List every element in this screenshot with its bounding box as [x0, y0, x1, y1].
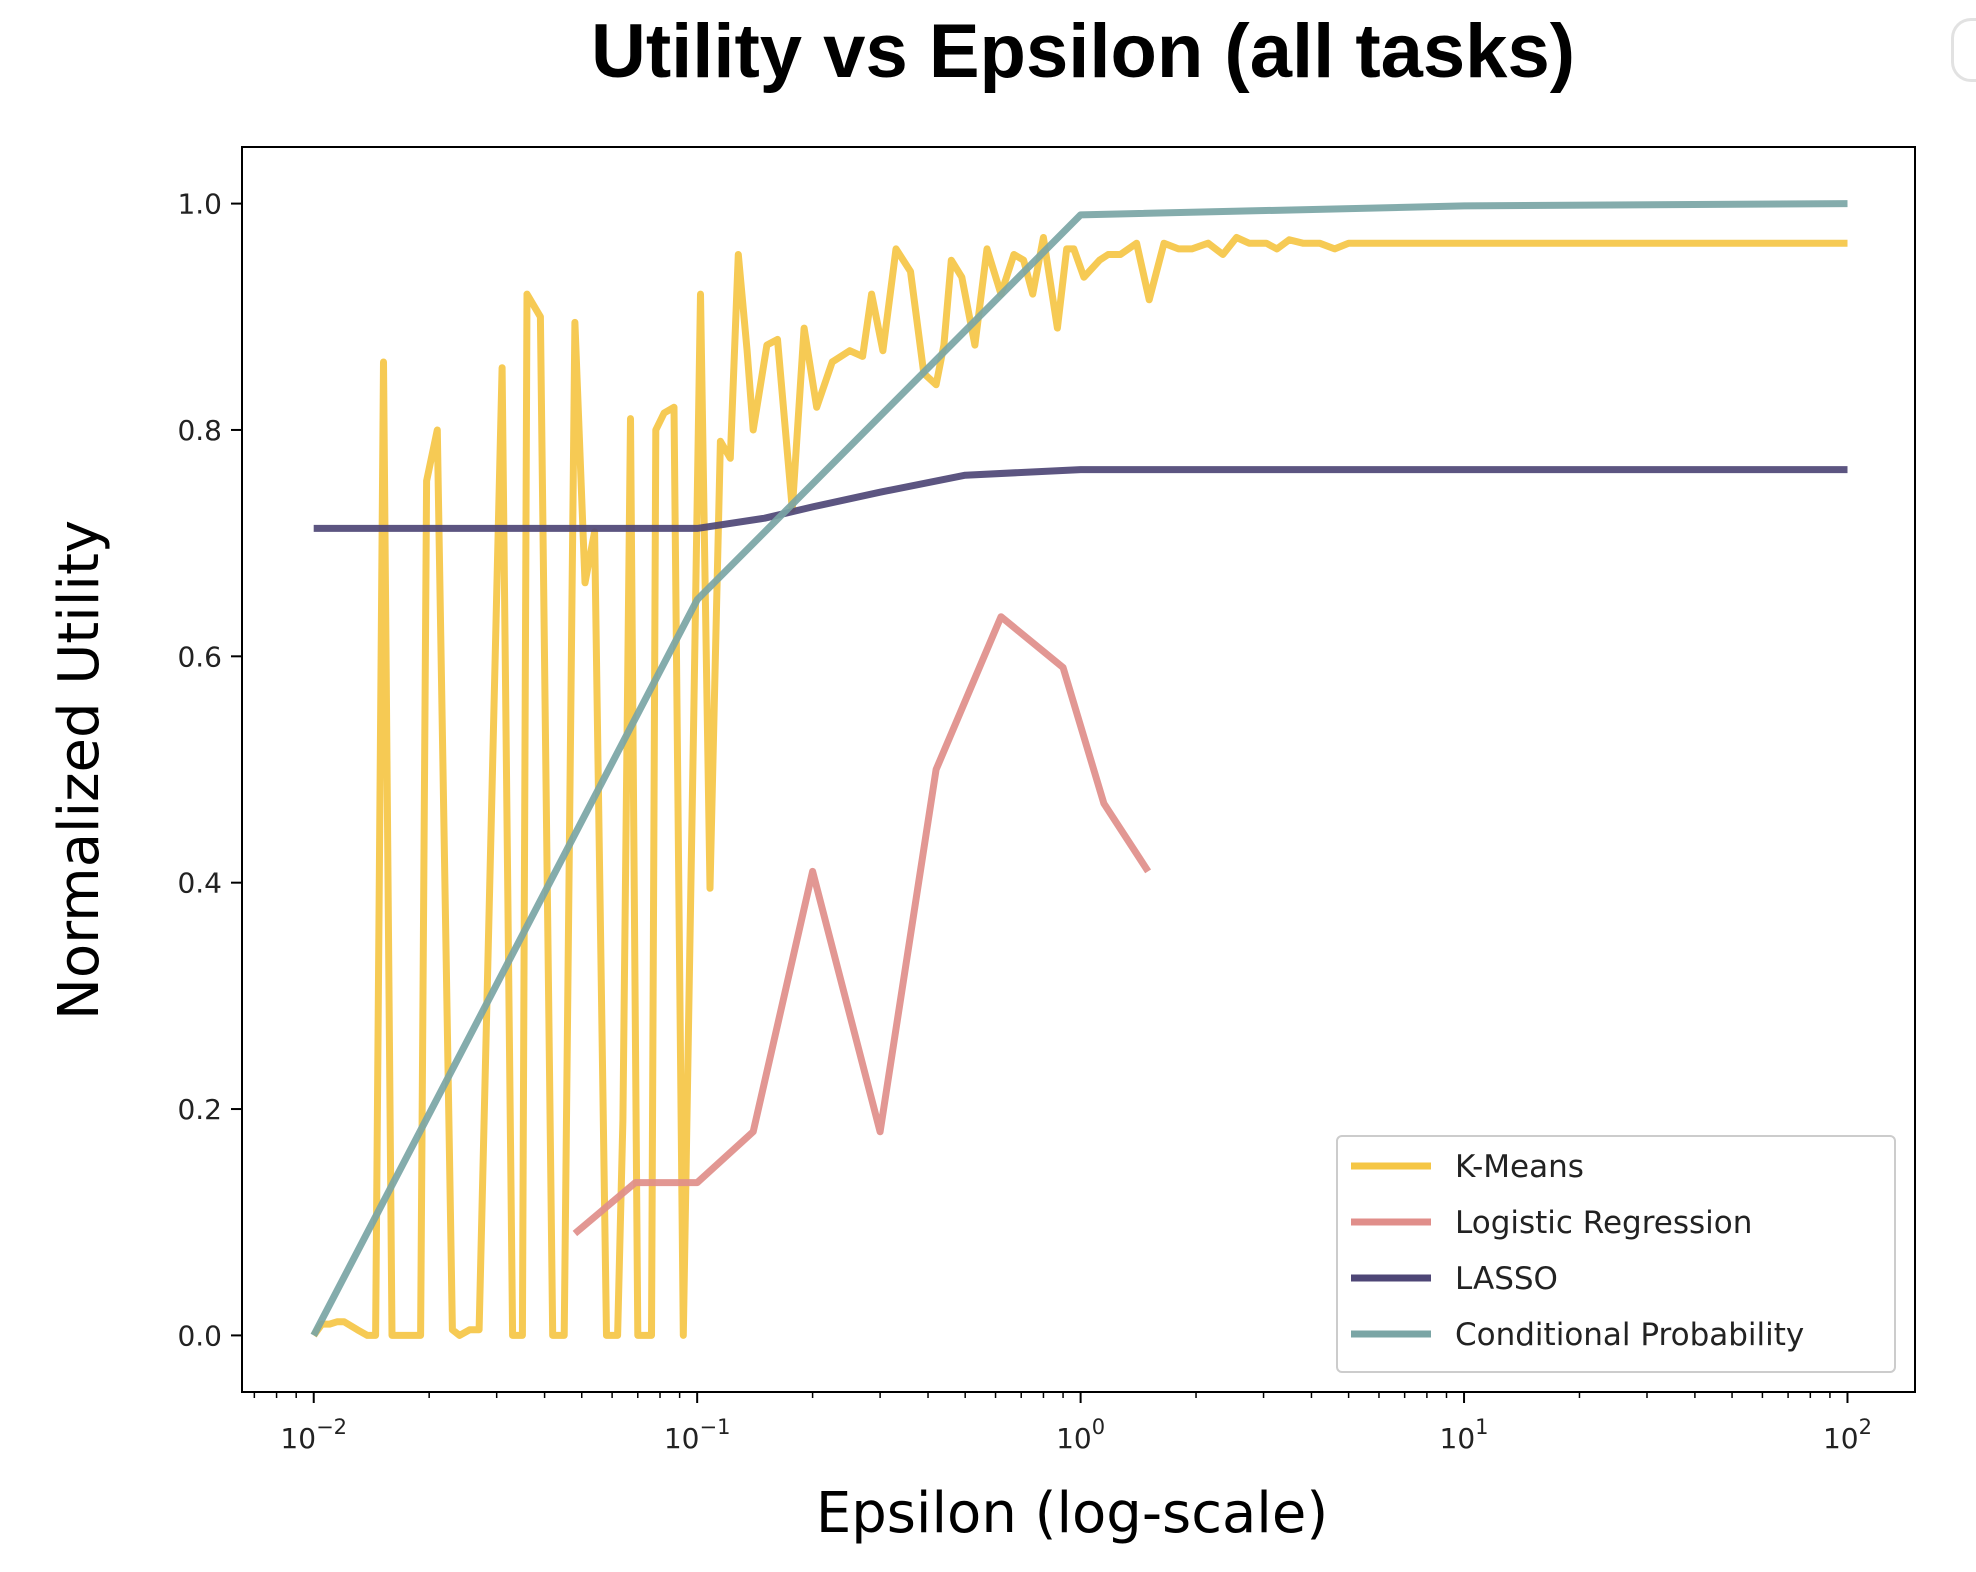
legend-label: K-Means — [1455, 1149, 1584, 1185]
y-axis-title: Normalized Utility — [47, 520, 112, 1020]
legend-label: Logistic Regression — [1455, 1205, 1752, 1241]
x-axis: 10−2 10−1 100 101 102 — [253, 1392, 1872, 1455]
series-line-logistic-regression — [572, 613, 1152, 1237]
legend-box — [1336, 1135, 1896, 1373]
series-line-lasso — [313, 466, 1848, 532]
series-line-k-means — [310, 234, 1848, 1339]
y-tick-label: 1.0 — [177, 188, 222, 221]
x-tick-label: 101 — [1440, 1415, 1489, 1455]
legend-label: LASSO — [1455, 1261, 1558, 1297]
y-tick-label: 0.0 — [177, 1319, 222, 1352]
chart-title: Utility vs Epsilon (all tasks) — [590, 9, 1576, 94]
y-axis: 0.0 0.2 0.4 0.6 0.8 1.0 — [177, 188, 242, 1352]
y-tick-label: 0.4 — [177, 867, 222, 900]
x-axis-title: Epsilon (log-scale) — [816, 1481, 1328, 1546]
legend-label: Conditional Probability — [1455, 1317, 1804, 1353]
x-tick-label: 10−2 — [280, 1415, 347, 1455]
x-tick-label: 102 — [1823, 1415, 1872, 1455]
scroll-edge-marker — [1951, 18, 1976, 82]
series-lines — [310, 200, 1848, 1339]
series-line-conditional-probability — [310, 200, 1848, 1338]
x-tick-label: 10−1 — [664, 1415, 731, 1455]
x-tick-label: 100 — [1056, 1415, 1105, 1455]
legend: K-Means Logistic Regression LASSO Condition… — [1336, 1135, 1896, 1373]
y-tick-label: 0.2 — [177, 1093, 222, 1126]
y-tick-label: 0.6 — [177, 640, 222, 673]
y-tick-label: 0.8 — [177, 414, 222, 447]
